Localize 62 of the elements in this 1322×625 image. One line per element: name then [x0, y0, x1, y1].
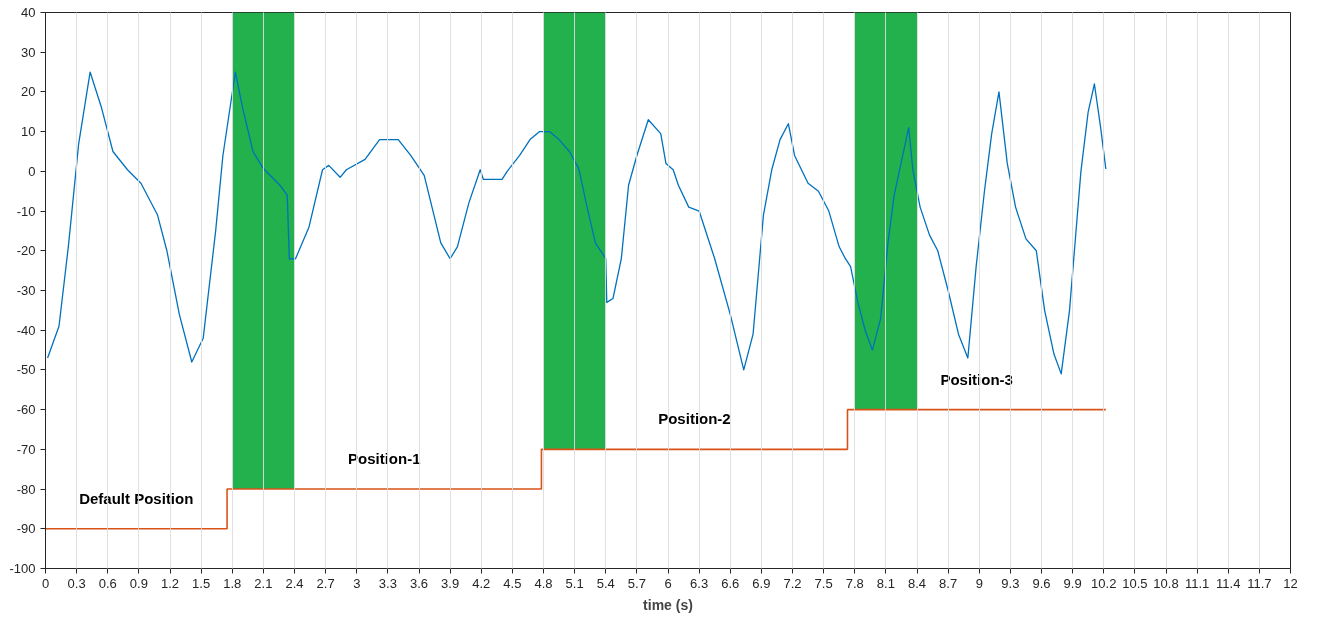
x-tick-label: 9.6: [1032, 575, 1051, 591]
x-tick-label: 9.3: [1001, 575, 1020, 591]
x-tick-label: 11.1: [1184, 575, 1210, 591]
x-tick-label: 1.5: [192, 575, 211, 591]
y-tick-label: 10: [21, 124, 36, 140]
x-tick-label: 6: [664, 575, 672, 591]
y-tick-label: -20: [16, 243, 36, 259]
x-tick-label: 5.4: [596, 575, 615, 591]
x-tick-label: 8.4: [907, 575, 927, 591]
x-axis-title: time (s): [643, 596, 693, 613]
x-tick-label: 9: [975, 575, 983, 591]
x-tick-label: 3: [353, 575, 361, 591]
x-tick-label: 7.2: [783, 575, 802, 591]
x-tick-label: 10.5: [1122, 575, 1148, 591]
x-tick-label: 6.9: [752, 575, 771, 591]
x-tick-label: 2.7: [316, 575, 335, 591]
y-tick-label: 0: [28, 163, 36, 179]
x-tick-label: 0.6: [98, 575, 117, 591]
x-tick-label: 5.7: [627, 575, 646, 591]
x-tick-label: 4.8: [534, 575, 553, 591]
y-tick-label: -70: [16, 441, 36, 457]
x-tick-label: 0.9: [129, 575, 148, 591]
x-tick-label: 6.3: [690, 575, 709, 591]
y-tick-label: -30: [16, 283, 36, 298]
x-tick-label: 3.9: [441, 575, 460, 591]
y-tick-label: 30: [21, 44, 36, 60]
x-tick-label: 10.8: [1153, 575, 1179, 591]
x-tick-label: 7.8: [845, 575, 864, 591]
x-tick-label: 7.5: [814, 575, 833, 591]
y-tick-label: -10: [16, 203, 36, 219]
y-tick-label: -80: [16, 481, 36, 497]
annotation: Default Position: [79, 489, 194, 507]
x-tick-label: 9.9: [1063, 575, 1082, 591]
x-tick-label: 2.1: [254, 575, 273, 591]
x-tick-label: 1.8: [223, 575, 242, 591]
y-tick-label: -60: [16, 402, 36, 418]
annotation: Position-3: [940, 370, 1013, 388]
x-tick-label: 0.3: [67, 575, 86, 591]
y-tick-label: -40: [16, 322, 36, 338]
x-tick-label: 2.4: [285, 575, 304, 591]
x-tick-label: 4.5: [503, 575, 522, 591]
x-tick-label: 3.3: [378, 575, 397, 591]
x-tick-label: 0: [41, 575, 50, 591]
y-tick-label: -90: [16, 521, 36, 537]
line-series: [46, 71, 1107, 375]
x-tick-label: 11.7: [1247, 575, 1272, 591]
x-tick-label: 8.7: [939, 575, 958, 591]
x-tick-label: 12: [1283, 575, 1298, 591]
x-tick-label: 4.2: [472, 575, 491, 591]
y-tick-label: 40: [21, 5, 36, 20]
x-tick-label: 6.6: [721, 575, 740, 591]
x-tick-label: 1.2: [160, 575, 180, 591]
x-tick-label: 11.4: [1216, 575, 1241, 591]
x-tick-label: 8.1: [876, 575, 895, 591]
x-tick-label: 5.1: [565, 575, 584, 591]
annotation: Position-1: [347, 449, 421, 467]
annotation: Position-2: [658, 410, 731, 428]
y-tick-label: -50: [16, 362, 36, 378]
y-tick-label: -100: [9, 561, 36, 576]
y-tick-label: 20: [21, 84, 36, 100]
x-tick-label: 10.2: [1091, 575, 1117, 591]
x-tick-label: 3.6: [409, 575, 429, 591]
